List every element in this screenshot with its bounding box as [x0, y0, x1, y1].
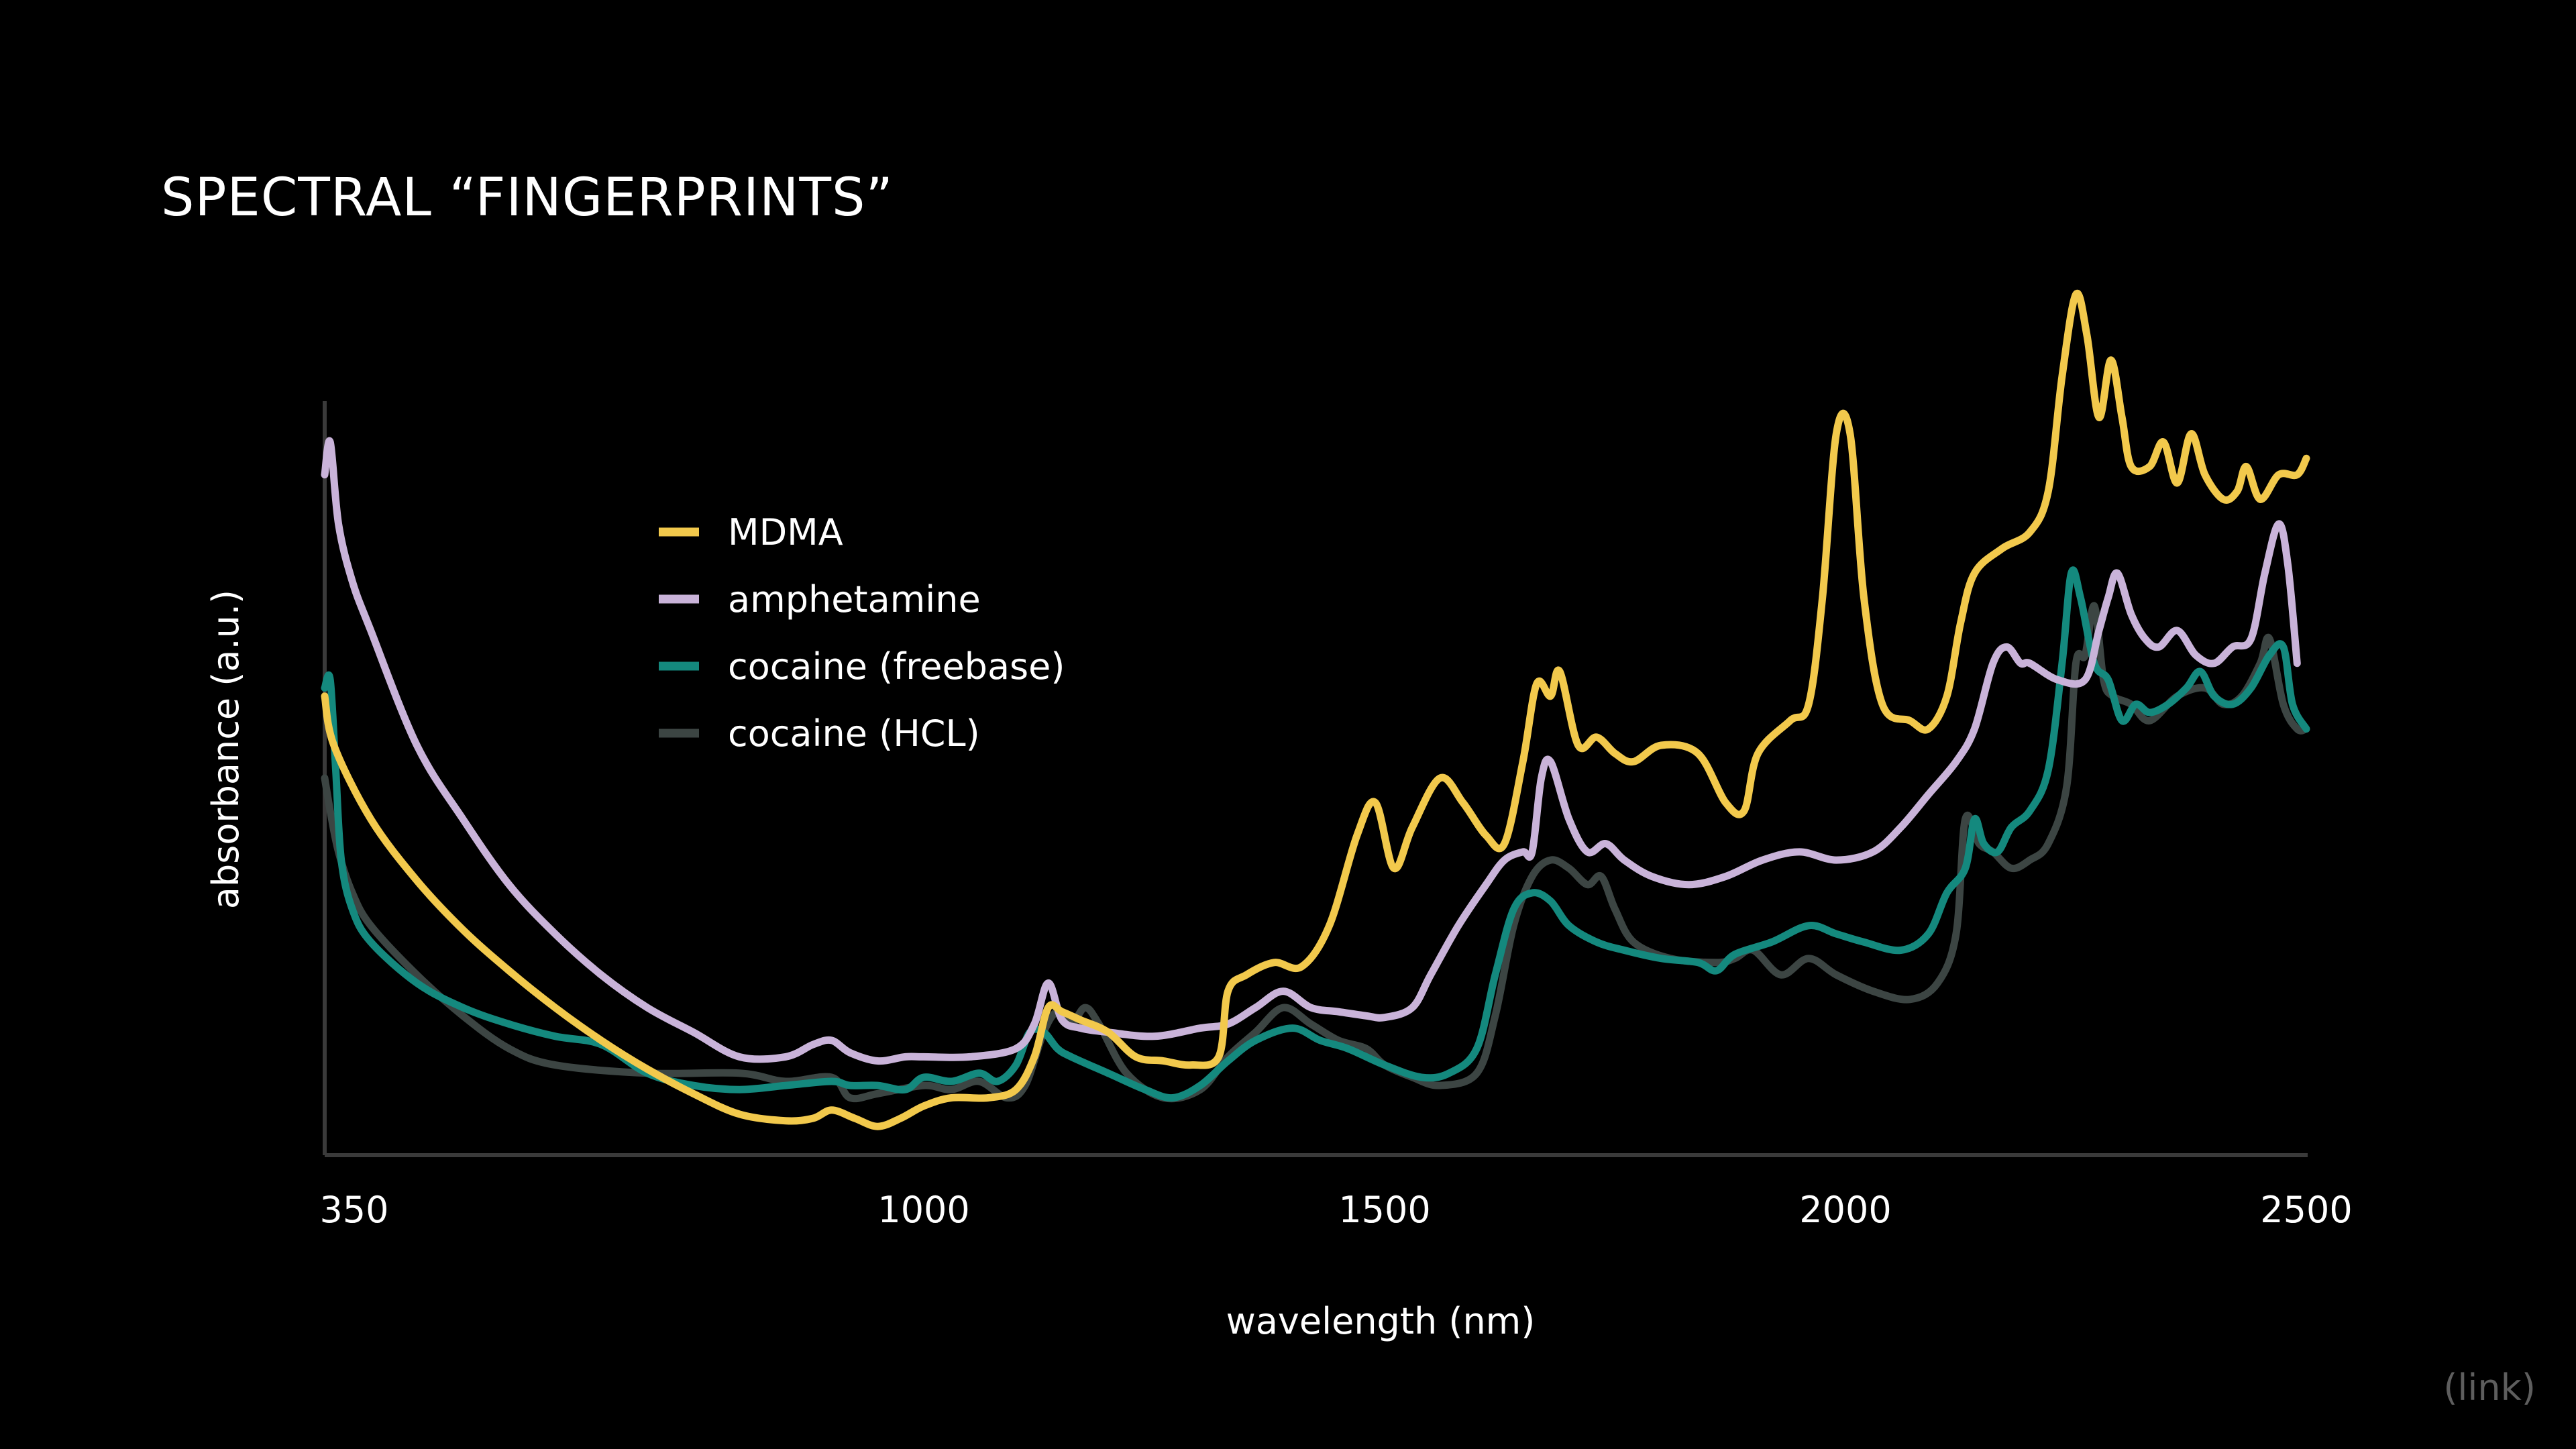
x-tick-label: 350 — [319, 1189, 388, 1231]
legend-label: amphetamine — [728, 578, 981, 621]
legend-label: cocaine (HCL) — [728, 712, 980, 755]
source-link[interactable]: (link) — [2443, 1366, 2536, 1409]
x-tick-label: 2500 — [2260, 1189, 2352, 1231]
x-axis-label: wavelength (nm) — [1226, 1300, 1536, 1342]
chart-title: SPECTRAL “FINGERPRINTS” — [161, 168, 894, 228]
legend-label: cocaine (freebase) — [728, 645, 1065, 688]
chart-axes: 350 1000 1500 2000 2500 — [319, 401, 2353, 1231]
x-tick-label: 2000 — [1799, 1189, 1891, 1231]
series-line-amphetamine — [321, 437, 2301, 1065]
chart-legend: MDMA amphetamine cocaine (freebase) cocaine… — [659, 511, 1065, 755]
series-line-mdma — [321, 289, 2310, 1130]
legend-label: MDMA — [728, 511, 843, 553]
series-group — [321, 289, 2310, 1130]
x-tick-label: 1500 — [1338, 1189, 1430, 1231]
x-tick-label: 1000 — [877, 1189, 969, 1231]
series-line-cocaine-hcl — [321, 602, 2310, 1103]
y-axis-label: absorbance (a.u.) — [205, 590, 247, 909]
